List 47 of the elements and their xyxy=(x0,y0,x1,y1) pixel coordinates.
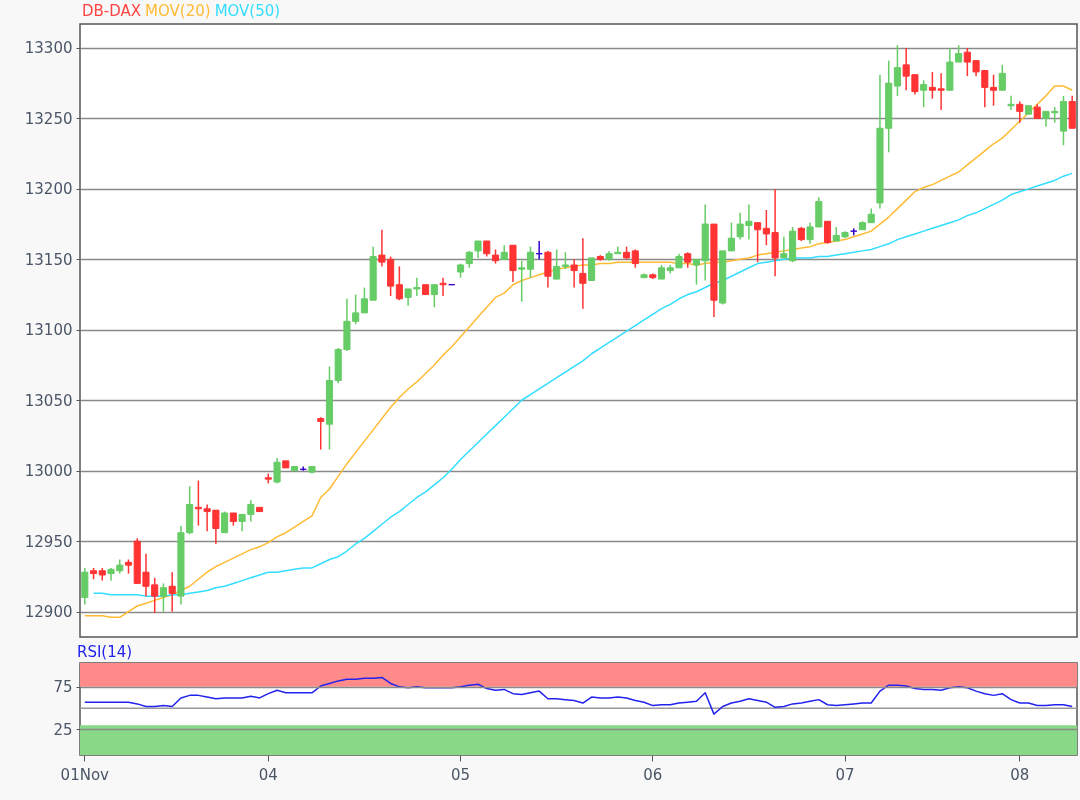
text: DB-DAX xyxy=(82,2,142,20)
text: MOV(20) xyxy=(145,2,211,20)
candlestick xyxy=(159,582,168,613)
chart-title: RSI(14) xyxy=(77,643,133,661)
x-tick-label: 01Nov xyxy=(60,765,110,784)
y-tick-label: 13000 xyxy=(24,462,73,481)
y-tick-label: 13300 xyxy=(24,39,73,58)
candlestick xyxy=(395,265,403,301)
candlestick xyxy=(579,237,587,310)
candlestick xyxy=(998,64,1006,91)
y-tick-label: 13050 xyxy=(24,391,73,410)
candlestick xyxy=(823,220,832,245)
candlestick xyxy=(526,245,534,279)
candlestick xyxy=(588,257,596,281)
x-tick-label: 06 xyxy=(643,765,663,784)
y-tick-label: 13250 xyxy=(24,109,73,128)
y-tick-label: 12950 xyxy=(24,532,73,551)
candlestick xyxy=(1016,100,1024,124)
candlestick xyxy=(544,250,552,289)
y-tick-label: 13200 xyxy=(24,180,73,199)
y-tick-label: 13100 xyxy=(24,321,73,340)
line-series xyxy=(84,85,1073,619)
line-series xyxy=(84,676,1073,715)
candlestick xyxy=(168,571,176,613)
candlestick xyxy=(1007,95,1015,111)
candlestick xyxy=(631,248,639,269)
x-tick-label: 04 xyxy=(258,765,278,784)
candlestick xyxy=(439,276,447,297)
candlestick xyxy=(273,457,281,485)
candlestick xyxy=(518,259,526,303)
x-tick-label: 05 xyxy=(450,765,471,784)
candlestick xyxy=(754,221,762,263)
y-tick-label: 13150 xyxy=(24,250,73,269)
x-tick-label: 08 xyxy=(1010,765,1030,784)
y-tick-label: 12900 xyxy=(24,603,73,622)
candlestick xyxy=(570,258,578,289)
candlestick xyxy=(920,79,928,108)
text: MOV(50) xyxy=(214,2,281,20)
line-series xyxy=(92,172,1073,597)
y-tick-label: 75 xyxy=(53,678,73,697)
x-tick-label: 07 xyxy=(835,765,855,784)
candlestick xyxy=(430,283,438,308)
candlestick xyxy=(317,416,325,451)
candlestick xyxy=(727,221,735,252)
candlestick xyxy=(893,44,901,97)
y-tick-label: 25 xyxy=(53,720,73,739)
candlestick xyxy=(553,248,561,280)
